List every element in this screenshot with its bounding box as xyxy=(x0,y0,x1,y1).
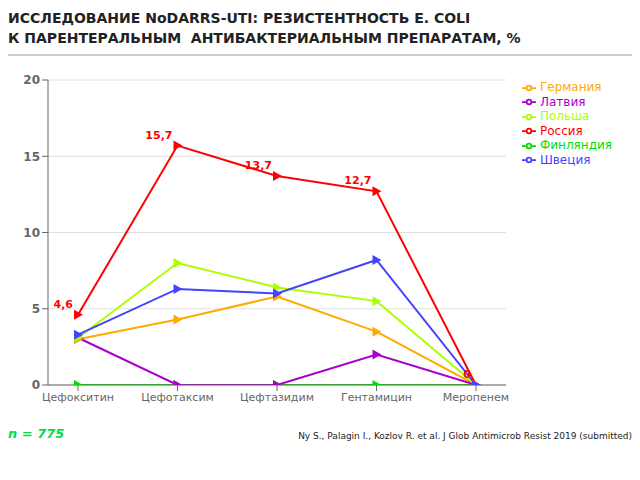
svg-text:12,7: 12,7 xyxy=(344,174,371,187)
svg-text:Меропенем: Меропенем xyxy=(443,391,509,404)
svg-text:15,7: 15,7 xyxy=(145,129,172,142)
svg-text:20: 20 xyxy=(23,73,40,87)
html-text:Финляндия: Финляндия xyxy=(540,138,612,152)
svg-text:Цефокситин: Цефокситин xyxy=(42,391,114,404)
html-text:n = 775: n = 775 xyxy=(8,426,65,441)
html-text:ИССЛЕДОВАНИЕ NoDARRS-UTI: РЕЗИ: ИССЛЕДОВАНИЕ NoDARRS-UTI: РЕЗИСТЕНТНОСТЬ… xyxy=(8,10,471,26)
html-text:Ny S., Palagin I., Kozlov R. e: Ny S., Palagin I., Kozlov R. et al. J Gl… xyxy=(298,431,632,441)
svg-text:13,7: 13,7 xyxy=(245,159,272,172)
html-text:К ПАРЕНТЕРАЛЬНЫМ АНТИБАКТЕРИАЛ: К ПАРЕНТЕРАЛЬНЫМ АНТИБАКТЕРИАЛЬНЫМ ПРЕПА… xyxy=(8,30,521,46)
html-text:Швеция: Швеция xyxy=(540,152,591,167)
svg-text:4,6: 4,6 xyxy=(54,298,74,311)
svg-text:0: 0 xyxy=(32,378,40,392)
svg-text:5: 5 xyxy=(32,302,40,316)
html-text:Польша: Польша xyxy=(540,109,590,123)
svg-text:Цефотаксим: Цефотаксим xyxy=(141,391,214,404)
svg-text:10: 10 xyxy=(23,226,40,240)
svg-text:Гентамицин: Гентамицин xyxy=(341,391,412,404)
html-text:Латвия: Латвия xyxy=(540,94,586,109)
svg-text:15: 15 xyxy=(23,150,40,164)
html-text:Германия: Германия xyxy=(540,80,602,94)
svg-text:Цефтазидим: Цефтазидим xyxy=(240,391,314,404)
svg-text:0: 0 xyxy=(463,368,471,381)
html-text:Россия: Россия xyxy=(540,123,583,138)
